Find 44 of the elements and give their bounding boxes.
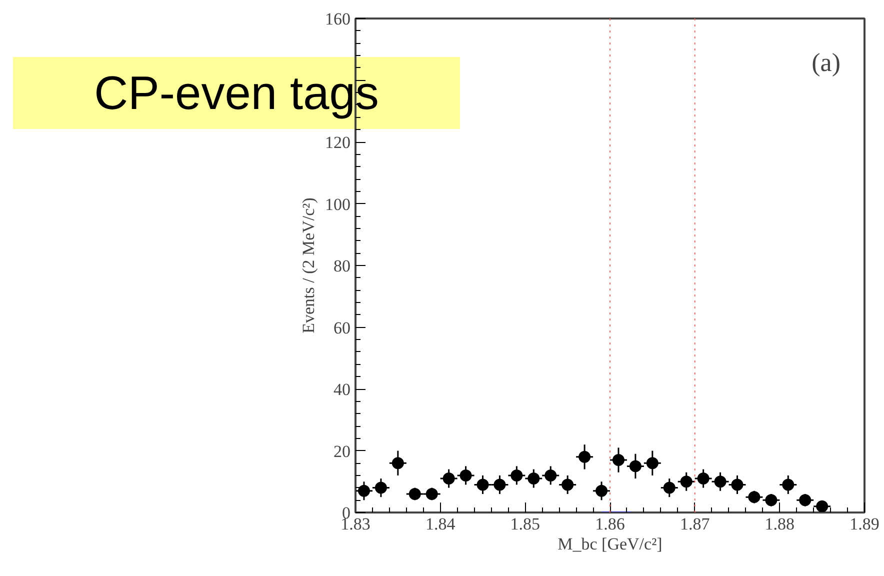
y-axis-title: Events / (2 MeV/c²) — [299, 198, 318, 334]
point — [816, 500, 828, 512]
y-tick-label: 40 — [334, 380, 350, 399]
point — [544, 469, 557, 482]
point — [510, 469, 523, 482]
point — [476, 478, 489, 491]
point — [426, 488, 438, 500]
y-tick-label: 80 — [334, 256, 350, 276]
point — [765, 494, 778, 506]
point — [799, 494, 812, 506]
x-tick-label: 1.86 — [595, 514, 625, 534]
point — [697, 472, 710, 485]
y-tick-label: 20 — [334, 442, 350, 461]
x-tick-label: 1.84 — [425, 514, 456, 534]
x-tick-label: 1.87 — [680, 514, 710, 534]
point — [374, 482, 387, 494]
point — [562, 478, 574, 491]
point — [578, 450, 591, 463]
point — [408, 488, 421, 500]
x-tick-label: 1.88 — [764, 514, 795, 534]
point — [663, 482, 676, 494]
point — [680, 476, 692, 488]
point — [442, 472, 455, 485]
x-tick-label: 1.85 — [510, 514, 540, 534]
point — [646, 457, 658, 470]
annotation: (a) — [812, 48, 841, 77]
y-tick-label: 60 — [334, 318, 350, 338]
point — [494, 478, 506, 491]
point — [358, 484, 370, 497]
point — [782, 478, 794, 491]
x-axis-title: M_bc [GeV/c²] — [558, 534, 662, 554]
point — [629, 460, 642, 472]
y-tick-label: 160 — [325, 10, 350, 28]
y-tick-label: 120 — [325, 133, 350, 152]
point — [714, 476, 726, 488]
point — [596, 484, 608, 497]
point — [612, 454, 624, 466]
point — [748, 491, 760, 504]
point — [731, 478, 744, 491]
y-tick-label: 100 — [325, 194, 350, 214]
point — [392, 457, 404, 470]
x-tick-label: 1.89 — [850, 514, 880, 534]
point — [528, 472, 540, 485]
point — [460, 469, 472, 482]
